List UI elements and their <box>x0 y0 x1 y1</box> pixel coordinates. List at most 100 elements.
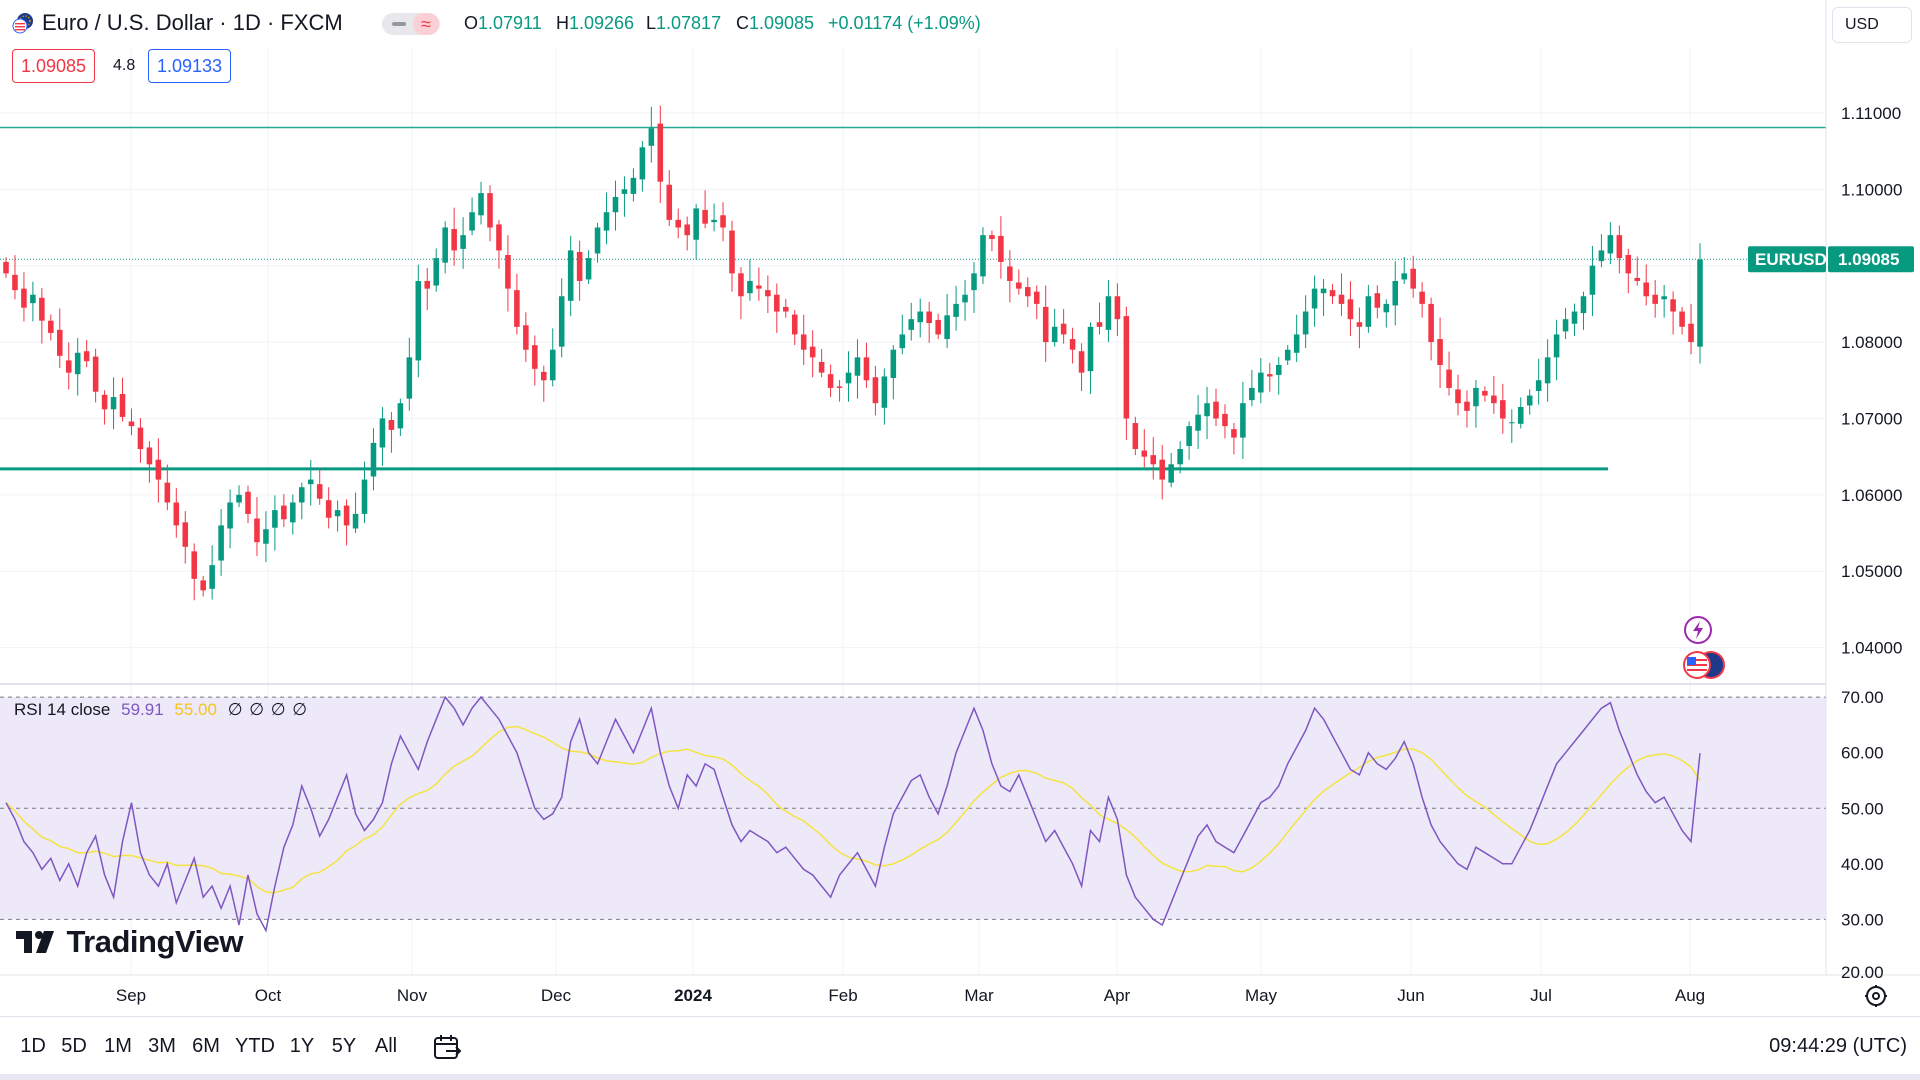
candle-body <box>549 349 556 381</box>
approx-icon[interactable]: ≈ <box>413 13 439 35</box>
candle-body <box>1562 319 1569 332</box>
range-5y-button[interactable]: 5Y <box>331 1035 357 1057</box>
range-1y-button[interactable]: 1Y <box>289 1035 315 1057</box>
candle-body <box>1580 296 1587 314</box>
candle-body <box>765 290 771 297</box>
candle-body <box>845 372 852 384</box>
candle-body <box>21 288 27 308</box>
candle-body <box>1042 306 1049 343</box>
range-6m-button[interactable]: 6M <box>192 1035 220 1057</box>
candle-body <box>1329 290 1336 297</box>
lightning-event-icon[interactable] <box>1683 615 1713 645</box>
candle-body <box>1679 311 1685 327</box>
candle-body <box>361 479 368 514</box>
candle-body <box>352 513 359 529</box>
calendar-goto-icon[interactable] <box>432 1033 462 1061</box>
candle-body <box>666 184 673 220</box>
candle-body <box>1383 303 1390 313</box>
chart-canvas[interactable]: 1.110001.100001.090001.080001.070001.060… <box>0 0 1920 1016</box>
rsi-tick-label: 20.00 <box>1841 963 1884 982</box>
candle-body <box>1105 296 1112 330</box>
candle-body <box>1670 299 1676 312</box>
candle-body <box>406 357 413 399</box>
range-1m-button[interactable]: 1M <box>104 1035 132 1057</box>
candle-body <box>532 345 538 369</box>
candle-body <box>1553 334 1560 358</box>
candle-body <box>1132 423 1139 450</box>
candle-body <box>782 306 789 312</box>
currency-button[interactable]: USD <box>1832 7 1912 43</box>
candle-body <box>1410 268 1416 289</box>
candle-body <box>1661 296 1667 300</box>
candle-body <box>325 500 332 518</box>
buy-price-button[interactable]: 1.09133 <box>148 49 232 83</box>
indicator-toggle[interactable]: ≈ <box>382 13 440 35</box>
candle-body <box>1159 459 1166 480</box>
candle-body <box>711 219 717 223</box>
ohlc-low: L1.07817 <box>646 13 722 33</box>
candle-body <box>1491 395 1497 404</box>
candle-body <box>523 325 529 350</box>
candle-body <box>1141 450 1148 457</box>
range-1d-button[interactable]: 1D <box>20 1035 46 1057</box>
candle-body <box>1195 414 1201 431</box>
candle-body <box>863 357 870 381</box>
rsi-legend[interactable]: RSI 14 close 59.91 55.00 ∅ ∅ ∅ ∅ <box>14 700 308 720</box>
sell-price-button[interactable]: 1.09085 <box>12 49 96 83</box>
candle-body <box>774 294 780 312</box>
range-5d-button[interactable]: 5D <box>61 1035 87 1057</box>
time-label: Dec <box>540 986 572 1005</box>
chart-settings-icon[interactable] <box>1864 984 1888 1008</box>
candle-body <box>496 224 502 251</box>
range-ytd-button[interactable]: YTD <box>235 1035 275 1057</box>
candle-body <box>272 510 278 528</box>
candle-body <box>110 397 117 410</box>
range-3m-button[interactable]: 3M <box>148 1035 176 1057</box>
last-price-tag-bg <box>1828 246 1914 273</box>
candle-body <box>747 280 753 294</box>
candle-body <box>693 208 699 240</box>
candle-body <box>1051 326 1058 343</box>
candle-body <box>39 297 45 321</box>
time-label: May <box>1244 986 1278 1005</box>
rsi-ma-value: 55.00 <box>174 700 217 719</box>
minus-icon <box>392 22 406 26</box>
candle-body <box>1526 395 1533 406</box>
candle-body <box>675 219 682 228</box>
candle-body <box>935 319 941 335</box>
candle-body <box>657 123 664 182</box>
candle-body <box>962 294 968 303</box>
range-all-button[interactable]: All <box>374 1035 398 1057</box>
candle-body <box>182 522 189 547</box>
time-label: Jun <box>1397 986 1425 1005</box>
candle-body <box>1437 339 1443 365</box>
candle-body <box>74 352 81 375</box>
candle-body <box>451 229 457 251</box>
tradingview-logo-icon <box>16 931 54 953</box>
economic-event-flags-icon[interactable] <box>1680 650 1728 680</box>
candle-body <box>137 427 144 450</box>
utc-clock[interactable]: 09:44:29 (UTC) <box>1769 1035 1907 1057</box>
candle-body <box>56 329 63 356</box>
symbol-title[interactable]: Euro / U.S. Dollar · 1D · FXCM <box>42 10 343 35</box>
rsi-tick-label: 30.00 <box>1841 910 1884 929</box>
tradingview-logo[interactable]: TradingView <box>16 924 243 960</box>
horizontal-lines <box>0 126 1826 471</box>
candle-body <box>1087 326 1094 372</box>
candle-body <box>1150 455 1157 465</box>
candle-body <box>702 209 708 224</box>
rsi-pane <box>0 683 1826 920</box>
candle-body <box>1688 323 1694 343</box>
candle-body <box>998 235 1004 262</box>
candle-body <box>83 351 90 362</box>
rsi-axis-ticks: 70.00 60.00 50.00 40.00 30.00 20.00 <box>1841 688 1884 982</box>
candle-body <box>1275 365 1282 375</box>
candle-body <box>827 374 834 388</box>
candle-body <box>3 261 9 274</box>
rsi-value: 59.91 <box>121 700 164 719</box>
ohlc-change: +0.01174 (+1.09%) <box>828 13 981 33</box>
candle-body <box>1347 299 1354 320</box>
candle-body <box>684 224 690 236</box>
currency-flags-icon[interactable] <box>12 12 34 34</box>
time-label: 2024 <box>674 986 712 1005</box>
